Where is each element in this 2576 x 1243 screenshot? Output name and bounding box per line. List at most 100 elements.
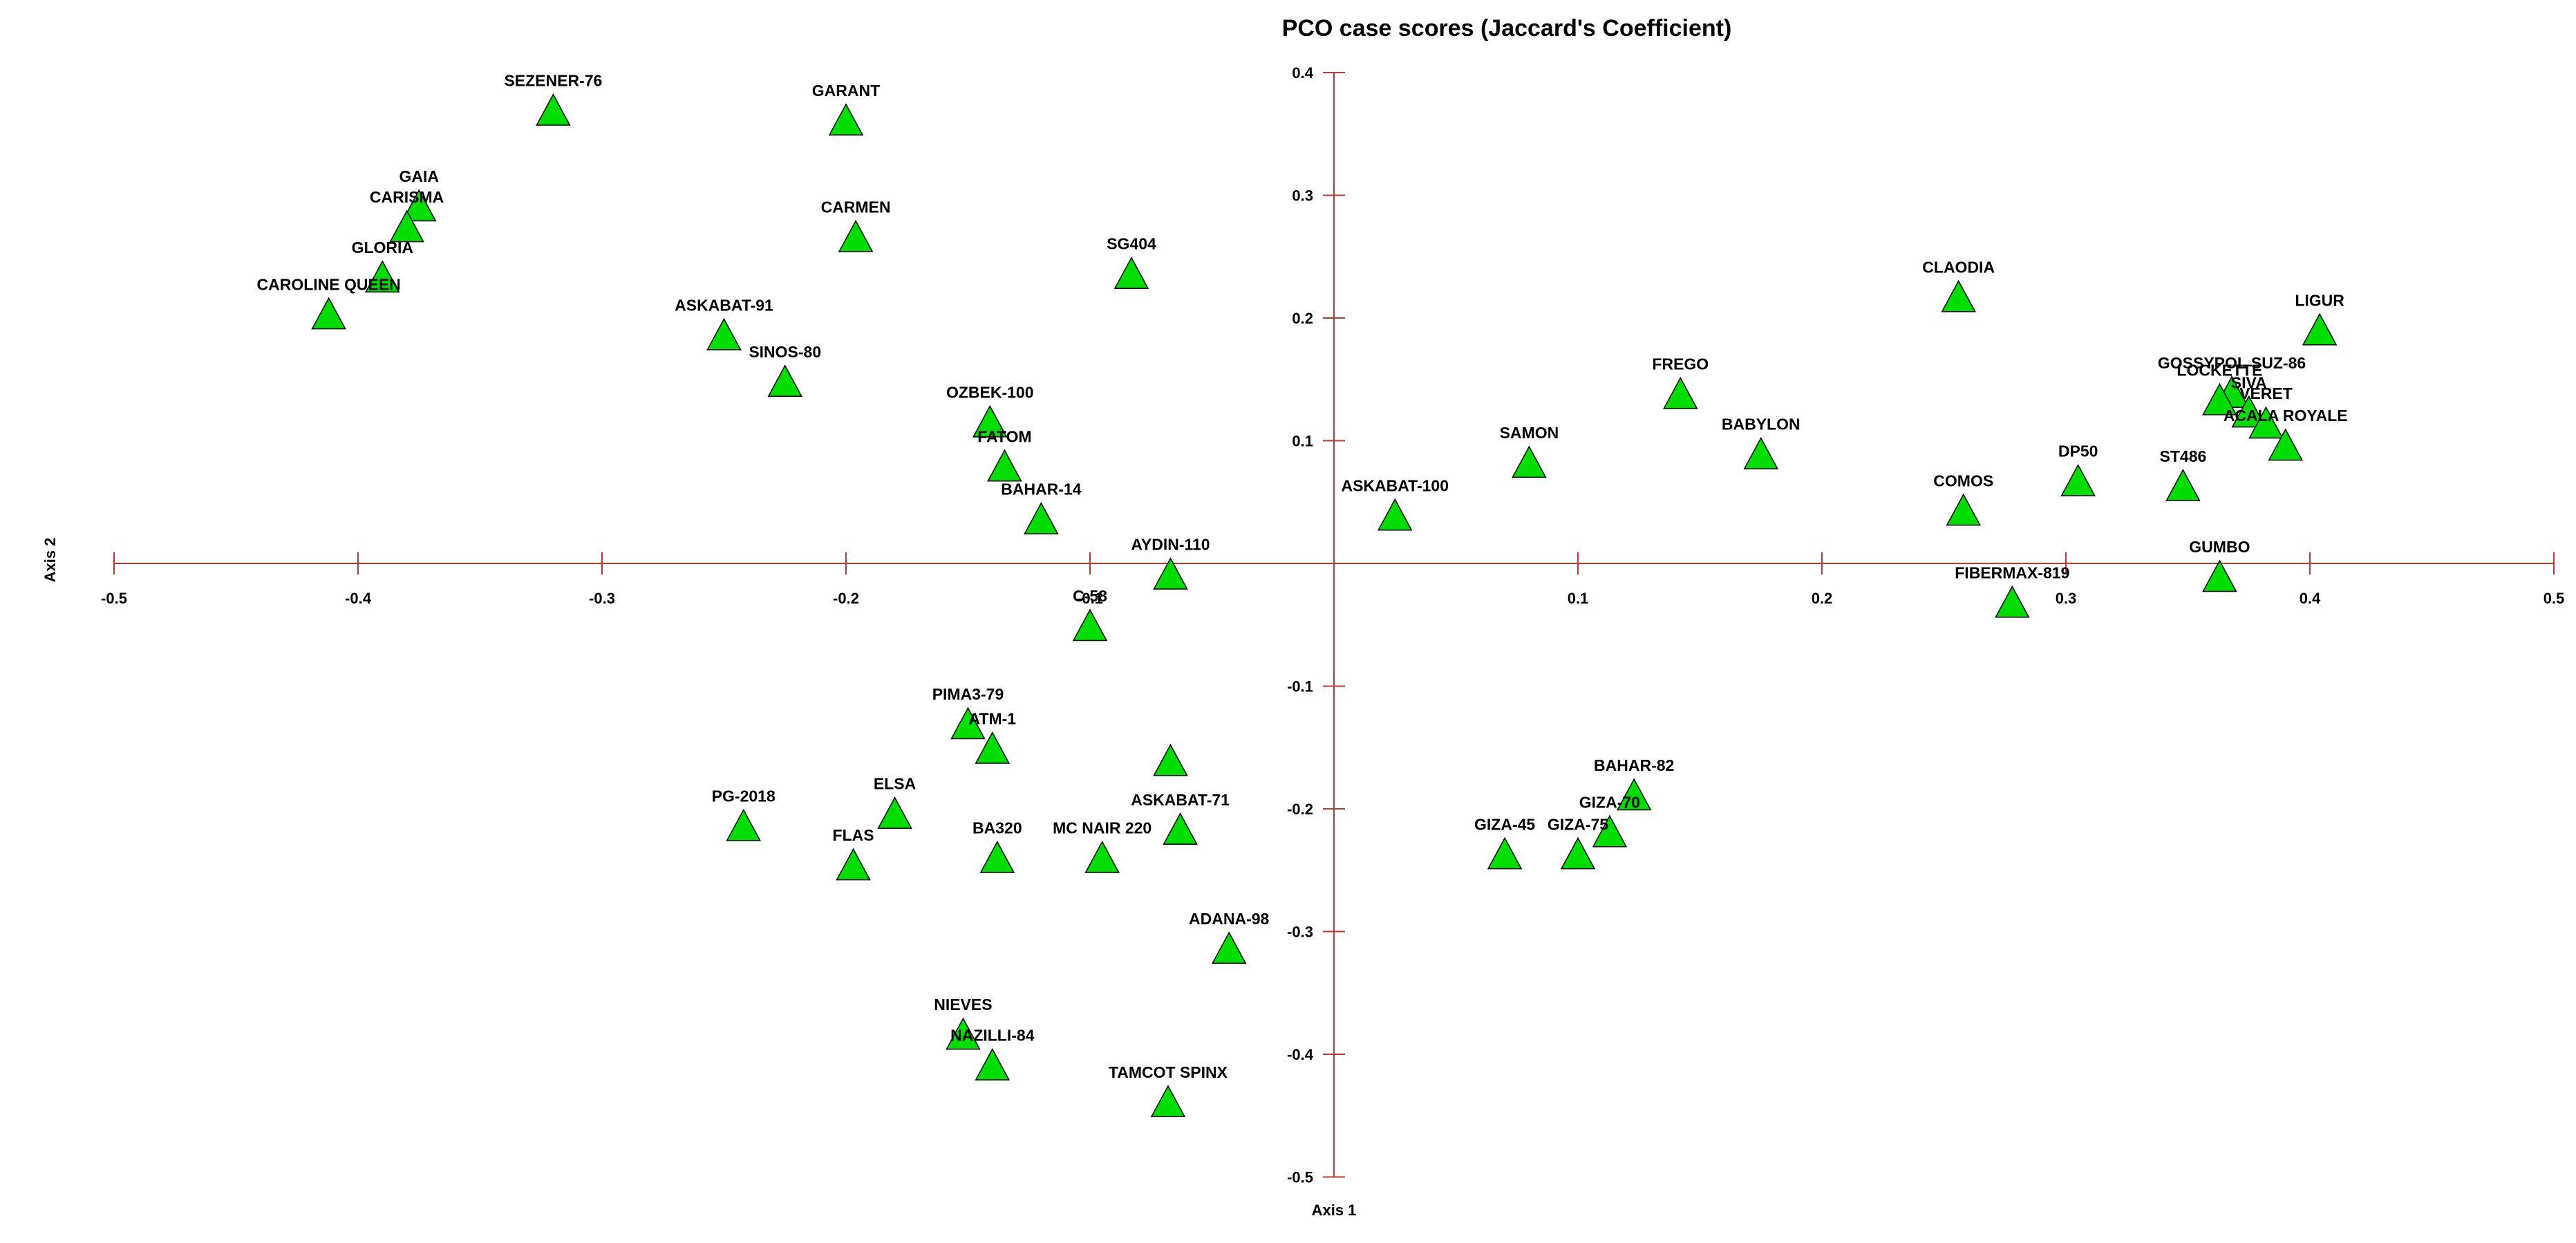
data-point-label: TAMCOT SPINX: [1109, 1063, 1228, 1081]
data-point-label: SINOS-80: [749, 343, 821, 361]
data-point-marker: [401, 189, 437, 222]
data-point-label: VERET: [2239, 384, 2293, 402]
axes: -0.5 -0.4 -0.3 -0.2 -0.1 0.1 0.2 0.3 0.4 0.5 0.4 0.…: [101, 64, 2564, 1186]
y-tick-label: 0.2: [1292, 310, 1313, 327]
data-point-marker: [365, 260, 400, 293]
data-point-marker: [946, 1017, 981, 1050]
y-tick-label: -0.4: [1287, 1046, 1314, 1063]
y-tick-label: 0.1: [1292, 433, 1313, 450]
data-point-marker: [987, 449, 1022, 482]
data-point-marker: [2165, 469, 2201, 501]
data-point-marker: [1946, 493, 1981, 526]
x-tick-label: 0.2: [1812, 590, 1833, 607]
data-point-marker: [311, 297, 346, 330]
data-point-marker: [726, 808, 761, 841]
data-point-label: ADANA-98: [1189, 910, 1270, 928]
data-point-label: C-58: [1073, 587, 1107, 605]
data-point-marker: [1941, 279, 1976, 312]
data-point-marker: [1163, 812, 1198, 845]
data-point-label: NAZILLI-84: [950, 1027, 1035, 1045]
data-point-label: BA320: [972, 819, 1022, 837]
data-point-label: GARANT: [812, 82, 880, 100]
data-point-label: ST486: [2160, 447, 2207, 465]
data-point-marker: [706, 317, 742, 351]
y-tick-label: -0.2: [1287, 801, 1313, 818]
data-point-label: SAMON: [1500, 424, 1559, 442]
data-point-label: ELSA: [874, 775, 916, 793]
data-point-label: GOSSYPOL SUZ-86: [2158, 354, 2306, 372]
data-point-marker: [975, 1047, 1010, 1081]
data-point-label: FREGO: [1652, 355, 1709, 373]
data-point-label: ATM-1: [969, 710, 1017, 728]
x-tick-label: 0.3: [2056, 590, 2077, 607]
data-point-marker: [1024, 502, 1059, 534]
data-point-marker: [1377, 498, 1413, 531]
data-point-label: GIZA-70: [1579, 793, 1640, 811]
data-point-label: SEZENER-76: [504, 72, 602, 90]
data-point-marker: [1072, 608, 1108, 642]
data-point-label: PG-2018: [712, 787, 775, 805]
x-axis-title: Axis 1: [1312, 1202, 1357, 1219]
data-points: [311, 93, 2338, 1117]
data-point-marker: [975, 731, 1010, 764]
data-point-label: MC NAIR 220: [1053, 819, 1151, 837]
data-point-marker: [2202, 382, 2237, 415]
point-labels: SEZENER-76 GARANT GAIA CARISMA GLORIA CAROLIN…: [256, 72, 2347, 1081]
data-point-label: ASKABAT-71: [1131, 791, 1230, 809]
data-point-label: LIGUR: [2295, 291, 2344, 309]
data-point-label: CARMEN: [821, 198, 891, 216]
data-point-marker: [2060, 464, 2096, 496]
data-point-label: AYDIN-110: [1131, 536, 1210, 554]
data-point-marker: [2302, 312, 2338, 346]
data-point-marker: [836, 848, 871, 881]
x-tick-label: -0.3: [589, 590, 615, 607]
x-tick-label: 0.5: [2544, 590, 2565, 607]
data-point-marker: [2202, 559, 2237, 592]
data-point-label: FATOM: [977, 427, 1031, 445]
data-point-marker: [1512, 445, 1547, 478]
data-point-marker: [1663, 377, 1698, 409]
data-point-label: CARISMA: [370, 188, 444, 206]
data-point-marker: [877, 796, 912, 829]
data-point-label: FLAS: [833, 826, 874, 844]
data-point-label: ASKABAT-91: [675, 296, 773, 314]
data-point-marker: [1616, 778, 1652, 811]
data-point-marker: [838, 219, 874, 252]
data-point-label: GUMBO: [2189, 538, 2250, 556]
data-point-label: BAHAR-14: [1001, 480, 1082, 498]
y-tick-label: 0.4: [1292, 64, 1313, 82]
data-point-label: LOCKETTE: [2177, 362, 2262, 380]
data-point-marker: [1153, 557, 1188, 590]
data-point-marker: [389, 209, 424, 243]
x-tick-label: -0.1: [1077, 590, 1103, 607]
data-point-marker: [1211, 931, 1247, 964]
x-tick-label: 0.4: [2300, 590, 2321, 607]
y-tick-label: -0.3: [1287, 924, 1313, 941]
data-point-marker: [1153, 743, 1188, 776]
data-point-marker: [1084, 840, 1120, 873]
x-tick-label: -0.2: [833, 590, 859, 607]
data-point-label: NIEVES: [934, 996, 992, 1013]
data-point-marker: [950, 707, 986, 740]
data-point-label: CLAODIA: [1922, 258, 1995, 276]
data-point-marker: [1592, 814, 1628, 848]
y-axis-title: Axis 2: [41, 538, 59, 583]
data-point-label: ASKABAT-100: [1342, 476, 1449, 494]
data-point-label: GIZA-75: [1548, 815, 1608, 833]
data-point-marker: [767, 364, 803, 398]
data-point-marker: [2268, 428, 2303, 461]
data-point-label: ACALA ROYALE: [2224, 406, 2348, 424]
data-point-label: PIMA3-79: [932, 685, 1004, 703]
data-point-marker: [979, 840, 1015, 873]
data-point-label: GLORIA: [352, 239, 413, 256]
data-point-marker: [972, 404, 1008, 438]
x-tick-label: -0.4: [345, 590, 372, 607]
data-point-marker: [1995, 585, 2030, 618]
y-tick-label: 0.3: [1292, 187, 1313, 205]
x-tick-label: -0.5: [101, 590, 127, 607]
data-point-label: CAROLINE QUEEN: [256, 275, 400, 293]
data-point-marker: [1743, 437, 1779, 469]
data-point-label: SG404: [1107, 235, 1156, 253]
data-point-label: GAIA: [399, 167, 440, 185]
